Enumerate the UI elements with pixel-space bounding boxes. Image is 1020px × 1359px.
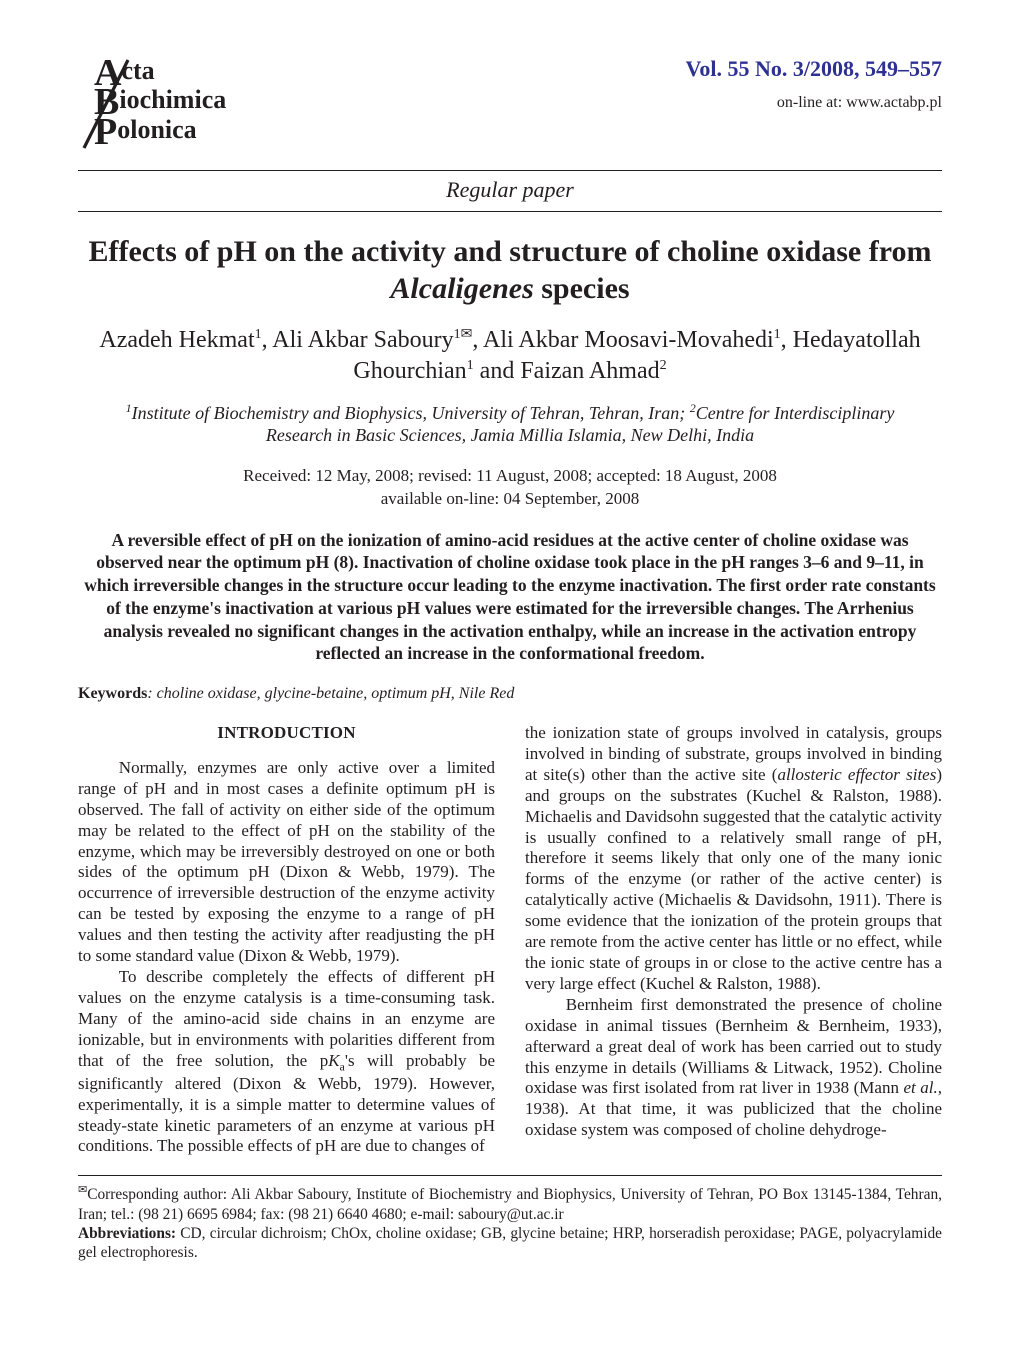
abbr-text: CD, circular dichroism; ChOx, choline ox… [78, 1225, 942, 1261]
keywords-value: : choline oxidase, glycine-betaine, opti… [147, 685, 514, 702]
left-column: INTRODUCTION Normally, enzymes are only … [78, 723, 495, 1157]
intro-p3: the ionization state of groups involved … [525, 723, 942, 995]
rule-top-2 [78, 211, 942, 212]
footnotes: ✉Corresponding author: Ali Akbar Saboury… [78, 1184, 942, 1262]
keywords: Keywords: choline oxidase, glycine-betai… [78, 685, 942, 703]
available-line: available on-line: 04 September, 2008 [78, 488, 942, 511]
volume-block: Vol. 55 No. 3/2008, 549–557 on-line at: … [686, 56, 942, 112]
logo-text: Acta Biochimica Polonica [116, 56, 248, 162]
title-suffix: species [534, 272, 630, 305]
body-columns: INTRODUCTION Normally, enzymes are only … [78, 723, 942, 1157]
abbr-label: Abbreviations: [78, 1225, 180, 1242]
received-line: Received: 12 May, 2008; revised: 11 Augu… [78, 465, 942, 488]
intro-p2: To describe completely the effects of di… [78, 967, 495, 1157]
right-column: the ionization state of groups involved … [525, 723, 942, 1157]
article-type: Regular paper [78, 177, 942, 203]
online-line: on-line at: www.actabp.pl [686, 94, 942, 112]
section-heading-introduction: INTRODUCTION [78, 723, 495, 744]
title-species: Alcaligenes [390, 272, 533, 305]
article-title: Effects of pH on the activity and struct… [88, 234, 932, 307]
title-prefix: Effects of pH on the activity and struct… [89, 235, 932, 268]
history: Received: 12 May, 2008; revised: 11 Augu… [78, 465, 942, 511]
rule-top [78, 170, 942, 171]
logo-line2: iochimica [119, 85, 226, 114]
header-row: Acta Biochimica Polonica Vol. 55 No. 3/2… [78, 56, 942, 164]
intro-p1: Normally, enzymes are only active over a… [78, 758, 495, 967]
logo-line1: cta [121, 56, 154, 85]
journal-logo: Acta Biochimica Polonica [78, 56, 248, 152]
logo-line3: olonica [117, 115, 196, 144]
intro-p4: Bernheim first demonstrated the presence… [525, 995, 942, 1141]
volume-line: Vol. 55 No. 3/2008, 549–557 [686, 56, 942, 82]
affiliations: 1Institute of Biochemistry and Biophysic… [96, 401, 924, 447]
abstract: A reversible effect of pH on the ionizat… [84, 529, 936, 666]
keywords-label: Keywords [78, 685, 147, 702]
corresponding-author-footnote: ✉Corresponding author: Ali Akbar Saboury… [78, 1184, 942, 1224]
footnote-rule [78, 1175, 942, 1176]
authors: Azadeh Hekmat1, Ali Akbar Saboury1✉, Ali… [78, 325, 942, 386]
abbreviations-footnote: Abbreviations: CD, circular dichroism; C… [78, 1224, 942, 1263]
